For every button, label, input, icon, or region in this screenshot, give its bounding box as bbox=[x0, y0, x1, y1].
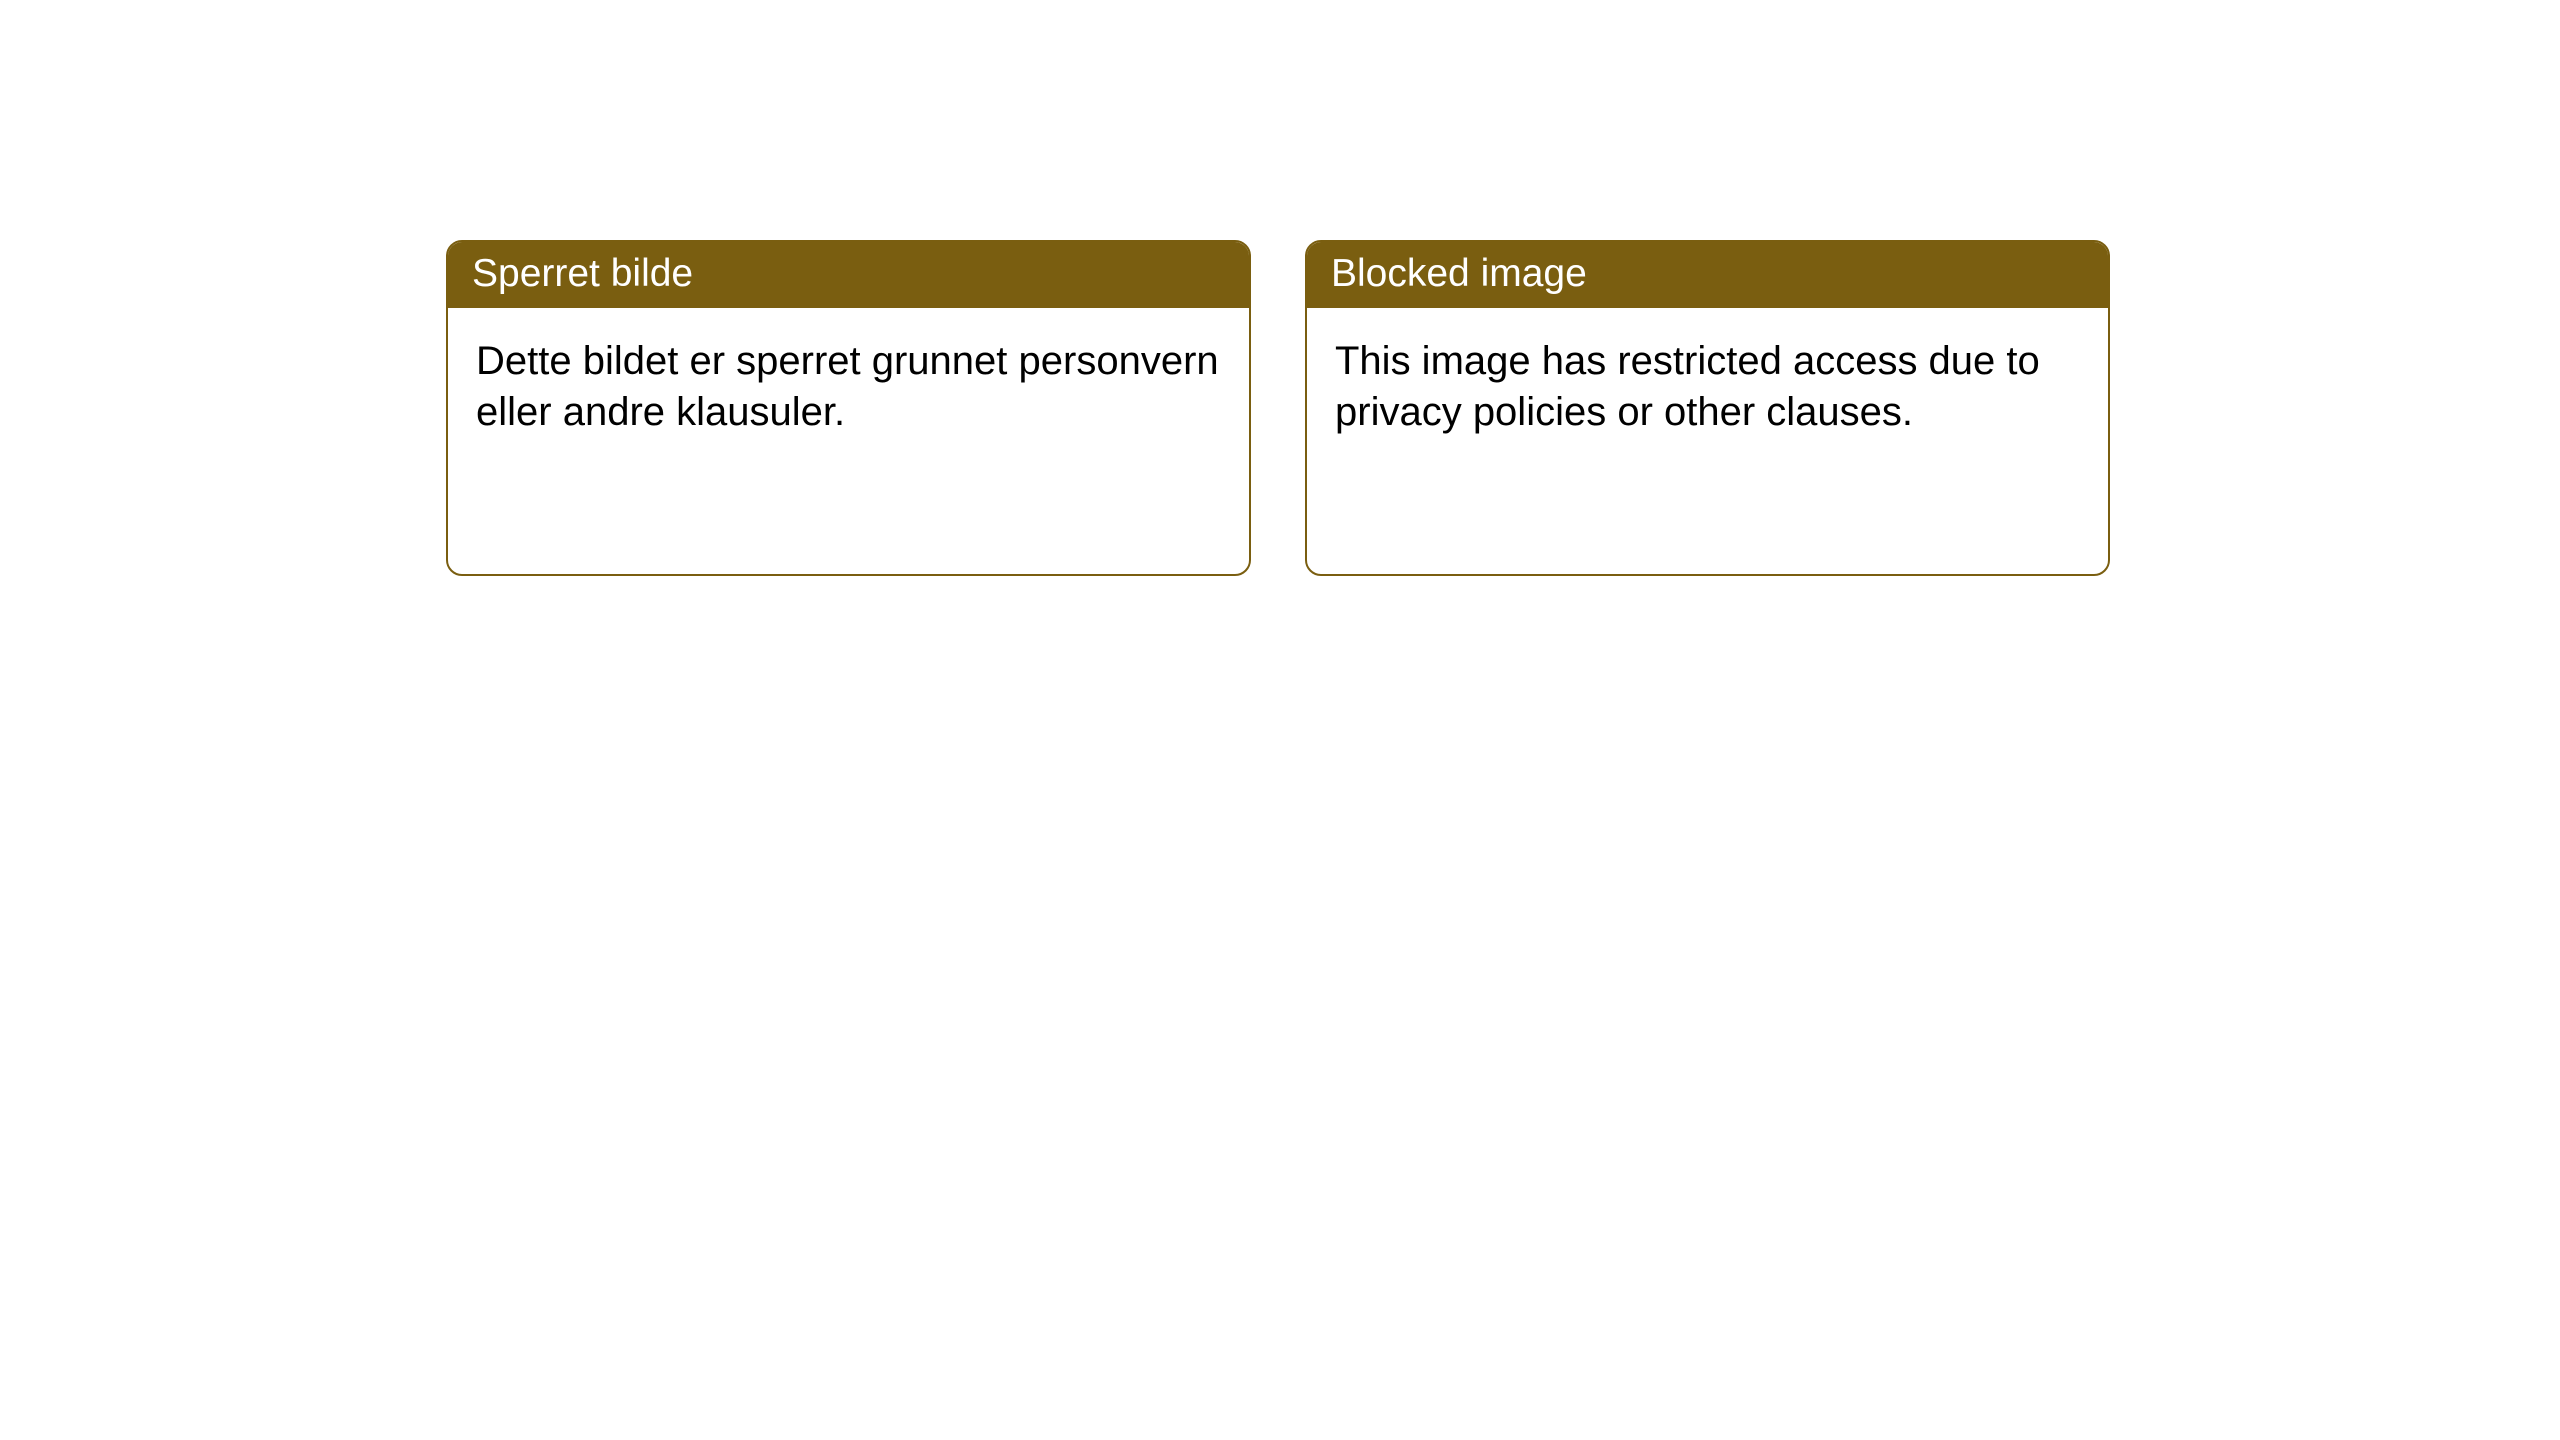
card-header: Blocked image bbox=[1307, 242, 2108, 308]
card-title: Blocked image bbox=[1331, 252, 1587, 295]
blocked-image-card-en: Blocked image This image has restricted … bbox=[1305, 240, 2110, 576]
blocked-image-card-no: Sperret bilde Dette bildet er sperret gr… bbox=[446, 240, 1251, 576]
card-title: Sperret bilde bbox=[472, 252, 693, 295]
card-body: Dette bildet er sperret grunnet personve… bbox=[448, 308, 1249, 466]
card-container: Sperret bilde Dette bildet er sperret gr… bbox=[0, 0, 2560, 576]
card-body: This image has restricted access due to … bbox=[1307, 308, 2108, 466]
card-body-text: Dette bildet er sperret grunnet personve… bbox=[476, 339, 1219, 434]
card-body-text: This image has restricted access due to … bbox=[1335, 339, 2040, 434]
card-header: Sperret bilde bbox=[448, 242, 1249, 308]
